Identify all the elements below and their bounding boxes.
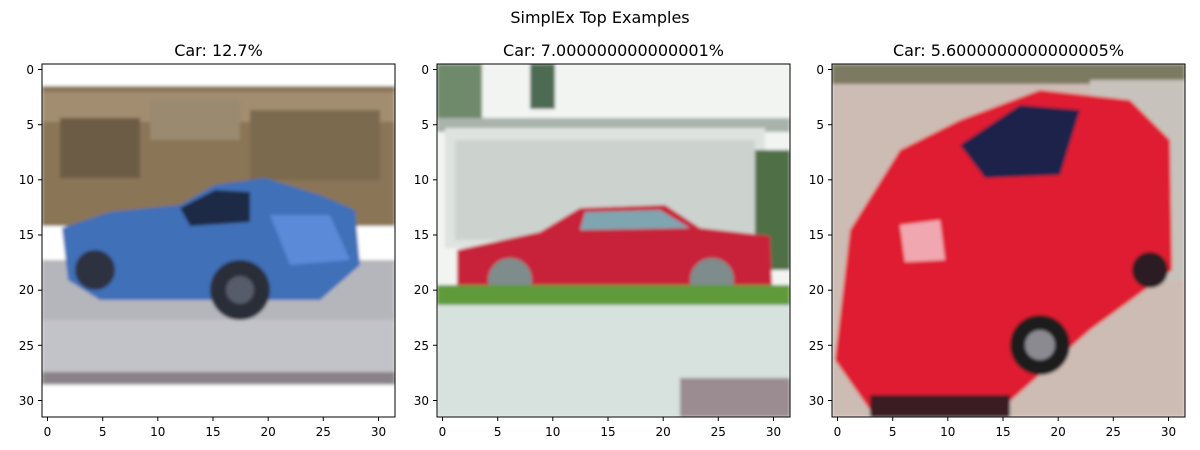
panel-2-xtick-15: 15	[600, 425, 615, 439]
panel-2-xtick-10: 10	[545, 425, 560, 439]
panel-2-title: Car: 7.000000000000001%	[503, 41, 724, 60]
panel-1-xtick-20: 20	[261, 425, 276, 439]
panel-3-xtick-10: 10	[940, 425, 955, 439]
panel-2-xtick-25: 25	[711, 425, 726, 439]
panel-2-ytick-0: 0	[421, 63, 429, 77]
panel-1-ytick-10: 10	[19, 173, 34, 187]
panel-2-xtick-0: 0	[439, 425, 447, 439]
panel-3-xtick-0: 0	[834, 425, 842, 439]
panel-1-xtick-5: 5	[99, 425, 107, 439]
panel-1-ytick-20: 20	[19, 283, 34, 297]
panel-3-ytick-20: 20	[809, 283, 824, 297]
panel-3-xtick-5: 5	[889, 425, 897, 439]
panel-2-image	[437, 64, 790, 417]
panel-3-xtick-20: 20	[1051, 425, 1066, 439]
panel-2-xtick-5: 5	[494, 425, 502, 439]
panel-2-y-axis: 0 5 10 15 20 25 30	[414, 63, 437, 408]
panel-3-ytick-25: 25	[809, 339, 824, 353]
panel-3-ytick-30: 30	[809, 394, 824, 408]
panel-1-ytick-5: 5	[26, 118, 34, 132]
panel-3-y-axis: 0 5 10 15 20 25 30	[809, 63, 832, 408]
panel-3-x-axis: 0 5 10 15 20 25 30	[834, 417, 1176, 439]
panel-3-ytick-5: 5	[816, 118, 824, 132]
panel-2-ytick-15: 15	[414, 228, 429, 242]
panel-1-image	[42, 64, 395, 417]
panel-1-ytick-30: 30	[19, 394, 34, 408]
panel-1-xtick-0: 0	[44, 425, 52, 439]
figure-title: SimplEx Top Examples	[510, 8, 689, 27]
panel-3-ytick-15: 15	[809, 228, 824, 242]
panel-1-ytick-25: 25	[19, 339, 34, 353]
panel-2-x-axis: 0 5 10 15 20 25 30	[439, 417, 781, 439]
panel-1-title: Car: 12.7%	[174, 41, 263, 60]
panel-1-y-axis: 0 5 10 15 20 25 30	[19, 63, 42, 408]
panel-3-xtick-25: 25	[1106, 425, 1121, 439]
panel-3-image	[832, 64, 1185, 417]
panel-2-ytick-20: 20	[414, 283, 429, 297]
panel-1-ytick-15: 15	[19, 228, 34, 242]
panel-1-xtick-30: 30	[371, 425, 386, 439]
panel-1-ytick-0: 0	[26, 63, 34, 77]
panel-1-xtick-25: 25	[316, 425, 331, 439]
panel-3-title: Car: 5.6000000000000005%	[893, 41, 1124, 60]
panel-1: Car: 12.7%	[19, 41, 396, 439]
panel-3: Car: 5.6000000000000005%	[809, 41, 1186, 439]
panel-3-ytick-10: 10	[809, 173, 824, 187]
panel-2: Car: 7.000000000000001%	[414, 41, 791, 439]
panel-3-xtick-30: 30	[1161, 425, 1176, 439]
panel-1-xtick-15: 15	[205, 425, 220, 439]
panel-2-ytick-25: 25	[414, 339, 429, 353]
panel-2-xtick-30: 30	[766, 425, 781, 439]
panel-3-ytick-0: 0	[816, 63, 824, 77]
panel-2-xtick-20: 20	[656, 425, 671, 439]
panel-1-xtick-10: 10	[150, 425, 165, 439]
panel-2-ytick-5: 5	[421, 118, 429, 132]
panel-2-ytick-30: 30	[414, 394, 429, 408]
panel-3-xtick-15: 15	[995, 425, 1010, 439]
panel-1-x-axis: 0 5 10 15 20 25 30	[44, 417, 386, 439]
panel-2-ytick-10: 10	[414, 173, 429, 187]
